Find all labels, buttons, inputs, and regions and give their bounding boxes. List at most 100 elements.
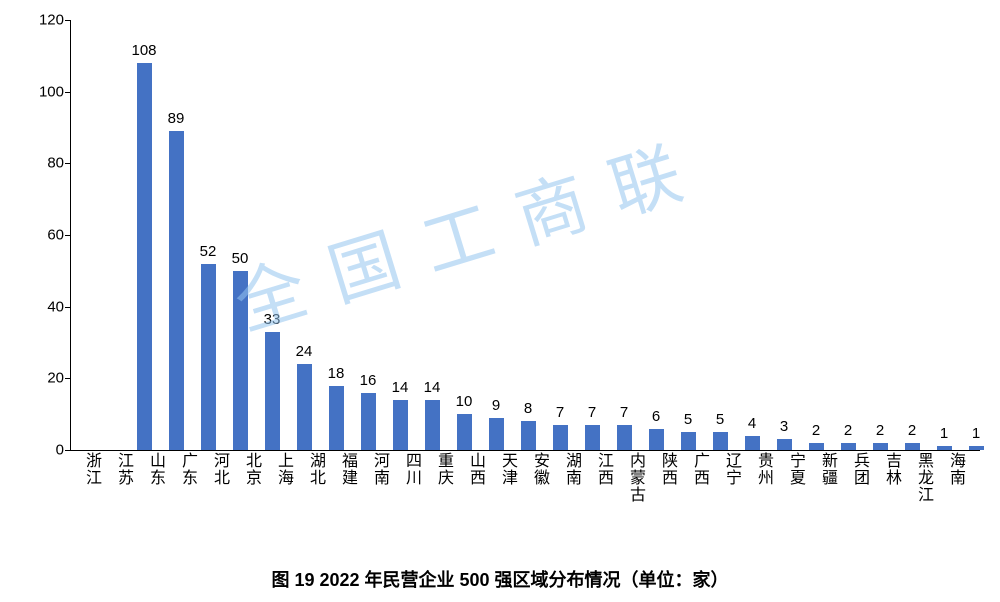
bar-value-label: 5 (684, 411, 692, 428)
bar (329, 386, 344, 451)
y-tick-mark (65, 450, 70, 451)
y-tick-mark (65, 20, 70, 21)
bar-value-label: 9 (492, 397, 500, 414)
bar (873, 443, 888, 450)
y-tick-label: 0 (20, 442, 70, 459)
bar-value-label: 2 (844, 422, 852, 439)
bar (969, 446, 984, 450)
bar (393, 400, 408, 450)
bar-value-label: 3 (780, 418, 788, 435)
category-label: 吉林 (886, 454, 902, 488)
category-label: 山西 (470, 454, 486, 488)
category-label: 兵团 (854, 454, 870, 488)
bar-value-label: 2 (908, 422, 916, 439)
bar (745, 436, 760, 450)
bar (553, 425, 568, 450)
bar (841, 443, 856, 450)
y-tick-label: 80 (20, 155, 70, 172)
bar-value-label: 14 (392, 379, 409, 396)
bar-chart: 1088952503324181614141098777655432222111… (20, 20, 980, 540)
category-label: 内蒙古 (630, 454, 646, 504)
bar (905, 443, 920, 450)
bar (233, 271, 248, 450)
bar-value-label: 89 (168, 110, 185, 127)
y-tick-label: 120 (20, 12, 70, 29)
category-label: 江苏 (118, 454, 134, 488)
y-tick-label: 40 (20, 298, 70, 315)
bar-value-label: 50 (232, 250, 249, 267)
category-label: 贵州 (758, 454, 774, 488)
bar (297, 364, 312, 450)
category-label: 湖南 (566, 454, 582, 488)
category-label: 广西 (694, 454, 710, 488)
bar-value-label: 8 (524, 400, 532, 417)
bar (521, 421, 536, 450)
bar (489, 418, 504, 450)
category-label: 黑龙江 (918, 454, 934, 504)
category-label: 安徽 (534, 454, 550, 488)
bar (425, 400, 440, 450)
bar-value-label: 5 (716, 411, 724, 428)
category-label: 四川 (406, 454, 422, 488)
bar-value-label: 1 (972, 425, 980, 442)
category-label: 宁夏 (790, 454, 806, 488)
y-tick-mark (65, 307, 70, 308)
category-label: 河北 (214, 454, 230, 488)
bar (361, 393, 376, 450)
y-tick-mark (65, 378, 70, 379)
y-tick-label: 60 (20, 227, 70, 244)
bar-value-label: 10 (456, 393, 473, 410)
bar-value-label: 6 (652, 408, 660, 425)
bar-value-label: 2 (876, 422, 884, 439)
bar-value-label: 108 (131, 42, 156, 59)
bar-value-label: 14 (424, 379, 441, 396)
bar-value-label: 2 (812, 422, 820, 439)
bar (713, 432, 728, 450)
category-label: 浙江 (86, 454, 102, 488)
category-label: 山东 (150, 454, 166, 488)
y-tick-mark (65, 92, 70, 93)
bar (937, 446, 952, 450)
bar (809, 443, 824, 450)
bar (457, 414, 472, 450)
bar (201, 264, 216, 450)
y-tick-label: 100 (20, 83, 70, 100)
category-label: 江西 (598, 454, 614, 488)
bars-container: 1088952503324181614141098777655432222111 (120, 20, 1000, 450)
bar (265, 332, 280, 450)
category-label: 福建 (342, 454, 358, 488)
bar-value-label: 52 (200, 243, 217, 260)
category-label: 陕西 (662, 454, 678, 488)
bar-value-label: 16 (360, 372, 377, 389)
category-label: 海南 (950, 454, 966, 488)
bar-value-label: 18 (328, 365, 345, 382)
figure-caption: 图 19 2022 年民营企业 500 强区域分布情况（单位：家） (0, 566, 1000, 592)
bar (777, 439, 792, 450)
category-label: 辽宁 (726, 454, 742, 488)
bar (649, 429, 664, 451)
category-label: 天津 (502, 454, 518, 488)
y-tick-label: 20 (20, 370, 70, 387)
category-label: 广东 (182, 454, 198, 488)
bar (681, 432, 696, 450)
bar-value-label: 1 (940, 425, 948, 442)
x-axis-labels: 浙江江苏山东广东河北北京上海湖北福建河南四川重庆山西天津安徽湖南江西内蒙古陕西广… (70, 452, 980, 542)
bar-value-label: 24 (296, 343, 313, 360)
bar-value-label: 33 (264, 311, 281, 328)
caption-text: 图 19 2022 年民营企业 500 强区域分布情况（单位：家） (271, 570, 728, 590)
y-tick-mark (65, 163, 70, 164)
category-label: 北京 (246, 454, 262, 488)
bar (137, 63, 152, 450)
bar (585, 425, 600, 450)
bar-value-label: 7 (588, 404, 596, 421)
bar-value-label: 4 (748, 415, 756, 432)
bar (169, 131, 184, 450)
y-tick-mark (65, 235, 70, 236)
category-label: 上海 (278, 454, 294, 488)
category-label: 湖北 (310, 454, 326, 488)
bar-value-label: 7 (556, 404, 564, 421)
category-label: 重庆 (438, 454, 454, 488)
category-label: 河南 (374, 454, 390, 488)
bar (617, 425, 632, 450)
category-label: 新疆 (822, 454, 838, 488)
